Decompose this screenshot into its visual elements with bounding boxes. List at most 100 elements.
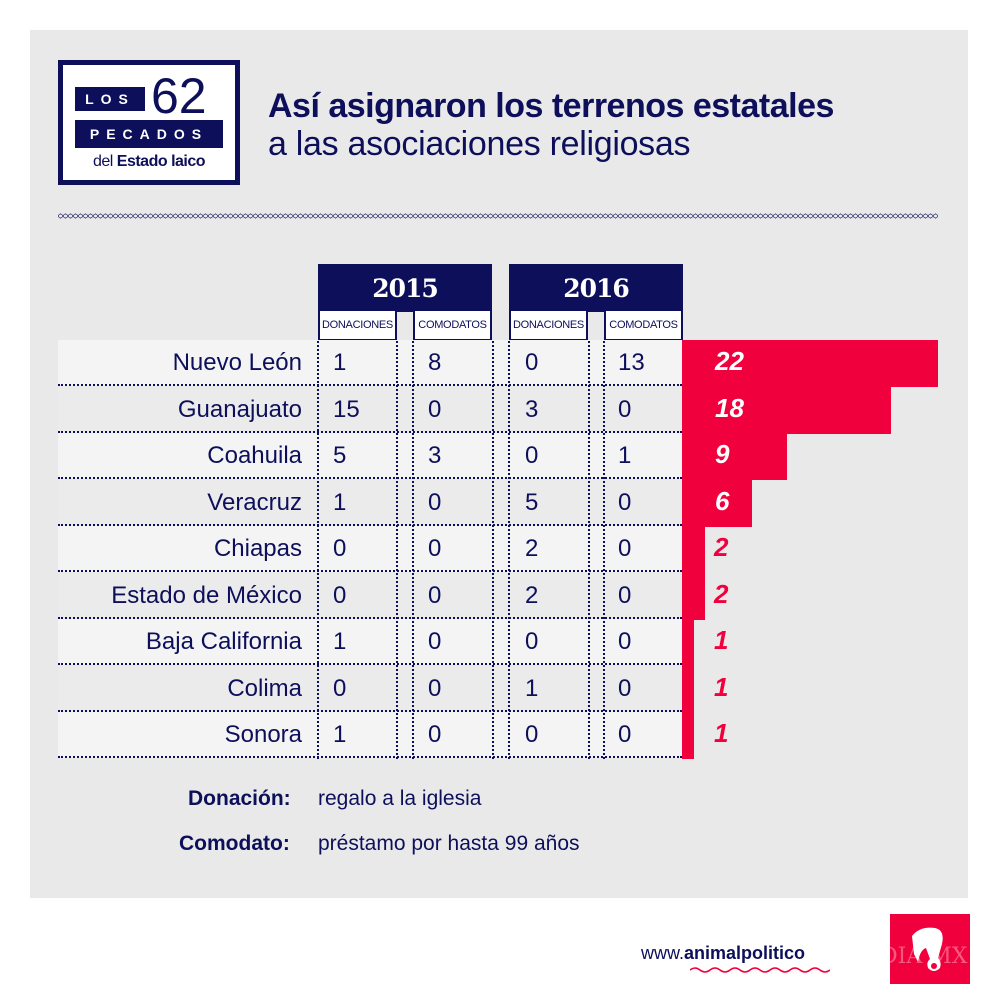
subheader: COMODATOS bbox=[604, 311, 683, 341]
total-label: 2 bbox=[714, 532, 729, 562]
total-label: 1 bbox=[714, 718, 729, 748]
cell-d2015: 1 bbox=[333, 349, 347, 376]
state-name: Guanajuato bbox=[177, 395, 302, 423]
subheader: COMODATOS bbox=[413, 311, 492, 341]
column-divider bbox=[317, 341, 319, 759]
table-row: Chiapas bbox=[58, 526, 682, 572]
legend-donacion-def: regalo a la iglesia bbox=[318, 787, 482, 810]
watermark: DIA MX bbox=[880, 944, 968, 969]
total-label: 18 bbox=[715, 392, 744, 423]
logo-los: LOS bbox=[75, 87, 145, 111]
cell-d2015: 5 bbox=[333, 442, 347, 469]
total-label: 22 bbox=[715, 346, 744, 376]
state-name: Veracruz bbox=[207, 488, 302, 516]
total-label: 9 bbox=[715, 439, 730, 469]
logo-subtitle: del Estado laico bbox=[92, 153, 206, 170]
total-bar bbox=[682, 433, 787, 480]
table-row: Sonora bbox=[58, 712, 682, 758]
table-row: Veracruz bbox=[58, 479, 682, 526]
cell-d2016: 2 bbox=[525, 535, 539, 562]
cell-d2016: 3 bbox=[525, 395, 539, 423]
cell-c2015: 3 bbox=[428, 442, 442, 469]
cell-d2015: 0 bbox=[333, 674, 347, 702]
table-row: Colima bbox=[58, 665, 682, 712]
table-row: Coahuila bbox=[58, 433, 682, 479]
total-label: 6 bbox=[715, 485, 730, 516]
total-bar bbox=[682, 386, 892, 434]
total-label: 1 bbox=[714, 671, 729, 702]
year-header-2016: 2016 bbox=[509, 264, 683, 312]
column-divider bbox=[412, 341, 414, 759]
cell-c2015: 0 bbox=[428, 395, 442, 423]
cell-d2016: 2 bbox=[525, 581, 539, 609]
animal-politico-logo bbox=[890, 914, 970, 984]
state-name: Coahuila bbox=[207, 442, 302, 469]
year-header-2015: 2015 bbox=[318, 264, 492, 312]
cell-c2015: 0 bbox=[428, 488, 442, 516]
state-name: Estado de México bbox=[111, 581, 302, 609]
cell-c2015: 0 bbox=[428, 674, 442, 702]
cell-c2016: 0 bbox=[618, 395, 632, 423]
state-name: Sonora bbox=[224, 721, 302, 748]
table-row: Baja California bbox=[58, 619, 682, 665]
cell-c2015: 0 bbox=[428, 721, 442, 748]
column-divider bbox=[603, 341, 605, 759]
total-bar bbox=[682, 665, 694, 713]
legend-donacion: Donación: bbox=[188, 787, 291, 810]
cell-d2016: 1 bbox=[525, 674, 539, 702]
total-label: 2 bbox=[714, 578, 729, 609]
cell-c2015: 0 bbox=[428, 535, 442, 562]
total-bar bbox=[682, 712, 694, 759]
table-row: Nuevo León bbox=[58, 340, 682, 386]
column-divider bbox=[492, 341, 494, 759]
page-subtitle: a las asociaciones religiosas bbox=[268, 125, 691, 163]
cell-c2016: 13 bbox=[618, 349, 645, 376]
subheader: DONACIONES bbox=[318, 311, 397, 341]
table-row: Estado de México bbox=[58, 572, 682, 619]
cell-c2016: 0 bbox=[618, 674, 632, 702]
logo-number: 62 bbox=[151, 68, 207, 124]
cell-c2016: 1 bbox=[618, 442, 632, 469]
cell-d2015: 1 bbox=[333, 488, 347, 516]
elephant-icon bbox=[912, 927, 943, 971]
column-divider bbox=[508, 341, 510, 759]
cell-d2015: 1 bbox=[333, 628, 347, 655]
cell-d2016: 0 bbox=[525, 721, 539, 748]
total-bar bbox=[682, 340, 938, 387]
cell-c2015: 8 bbox=[428, 349, 442, 376]
cell-c2015: 0 bbox=[428, 628, 442, 655]
cell-d2015: 1 bbox=[333, 721, 347, 748]
wave-underline bbox=[690, 967, 830, 973]
column-divider bbox=[396, 341, 398, 759]
legend-comodato-def: préstamo por hasta 99 años bbox=[318, 832, 580, 855]
cell-c2016: 0 bbox=[618, 721, 632, 748]
series-logo: LOS 62 PECADOS del Estado laico bbox=[58, 60, 240, 185]
cell-c2016: 0 bbox=[618, 581, 632, 609]
cell-c2016: 0 bbox=[618, 488, 632, 516]
cell-d2016: 5 bbox=[525, 488, 539, 516]
cell-d2015: 0 bbox=[333, 535, 347, 562]
cell-d2016: 0 bbox=[525, 349, 539, 376]
total-bar bbox=[682, 479, 752, 527]
total-label: 1 bbox=[714, 625, 729, 655]
total-bar bbox=[682, 572, 706, 620]
page-title: Así asignaron los terrenos estatales bbox=[268, 87, 834, 125]
total-bar bbox=[682, 526, 706, 573]
cell-c2015: 0 bbox=[428, 581, 442, 609]
cell-d2015: 15 bbox=[333, 395, 360, 423]
cell-c2016: 0 bbox=[618, 535, 632, 562]
total-bar bbox=[682, 619, 694, 666]
column-divider bbox=[588, 341, 590, 759]
state-name: Chiapas bbox=[213, 535, 302, 562]
cell-d2015: 0 bbox=[333, 581, 347, 609]
divider bbox=[58, 212, 938, 220]
logo-pecados: PECADOS bbox=[75, 120, 223, 148]
cell-d2016: 0 bbox=[525, 442, 539, 469]
cell-d2016: 0 bbox=[525, 628, 539, 655]
state-name: Colima bbox=[227, 674, 302, 702]
subheader: DONACIONES bbox=[509, 311, 588, 341]
legend-comodato: Comodato: bbox=[179, 832, 290, 855]
site-link[interactable]: www.animalpolitico bbox=[641, 943, 806, 963]
table-row: Guanajuato bbox=[58, 386, 682, 433]
state-name: Baja California bbox=[145, 628, 302, 655]
